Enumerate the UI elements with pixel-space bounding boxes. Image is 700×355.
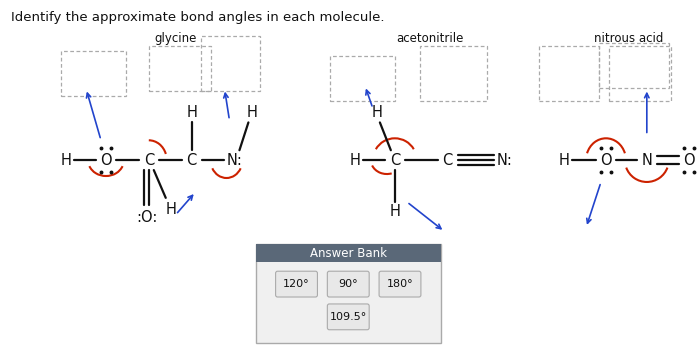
FancyBboxPatch shape [379,271,421,297]
FancyBboxPatch shape [328,271,369,297]
Text: H: H [247,105,258,120]
Text: C: C [144,153,154,168]
Text: acetonitrile: acetonitrile [396,32,463,45]
Text: Identify the approximate bond angles in each molecule.: Identify the approximate bond angles in … [11,11,385,24]
Text: H: H [186,105,197,120]
Text: H: H [559,153,570,168]
FancyBboxPatch shape [256,245,440,343]
Text: H: H [61,153,71,168]
Text: N: N [641,153,652,168]
Text: 109.5°: 109.5° [330,312,367,322]
FancyBboxPatch shape [256,245,440,262]
Text: O: O [100,153,112,168]
Text: glycine: glycine [155,32,197,45]
Text: H: H [372,105,382,120]
Text: nitrous acid: nitrous acid [594,32,664,45]
Text: 90°: 90° [338,279,358,289]
Text: N:: N: [496,153,512,168]
Text: N:: N: [227,153,242,168]
Text: C: C [442,153,453,168]
Text: C: C [390,153,400,168]
Text: :O:: :O: [136,210,158,225]
Text: O: O [682,153,694,168]
Text: H: H [165,202,176,217]
Text: H: H [349,153,360,168]
FancyBboxPatch shape [328,304,369,330]
Text: O: O [600,153,612,168]
Text: Answer Bank: Answer Bank [310,247,387,260]
Text: 180°: 180° [386,279,413,289]
Text: 120°: 120° [284,279,310,289]
Text: H: H [389,204,400,219]
FancyBboxPatch shape [276,271,317,297]
Text: C: C [186,153,197,168]
